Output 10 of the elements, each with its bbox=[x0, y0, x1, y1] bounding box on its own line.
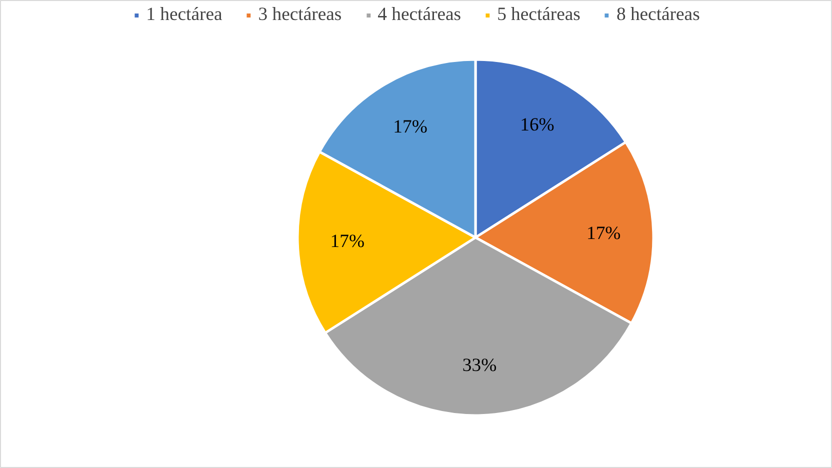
legend-label: 1 hectárea bbox=[146, 4, 222, 26]
data-label: 17% bbox=[330, 231, 365, 252]
legend-label: 3 hectáreas bbox=[258, 4, 342, 26]
data-label: 33% bbox=[462, 355, 497, 376]
legend-label: 4 hectáreas bbox=[378, 4, 462, 26]
data-label: 16% bbox=[520, 114, 554, 136]
legend-label: 5 hectáreas bbox=[497, 4, 580, 26]
data-label: 17% bbox=[586, 222, 621, 244]
legend-label: 8 hectáreas bbox=[616, 4, 700, 26]
data-label: 17% bbox=[393, 116, 428, 138]
